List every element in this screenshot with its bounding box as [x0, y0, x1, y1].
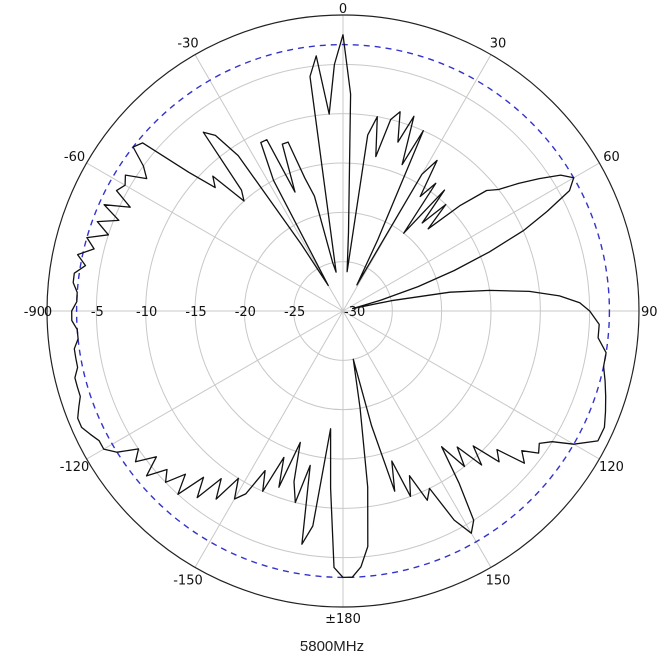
- grid-spoke: [194, 310, 344, 568]
- grid-spoke: [342, 310, 600, 460]
- grid-spoke: [194, 54, 344, 312]
- series-line: [71, 34, 607, 579]
- radial-tick-label: -25: [284, 305, 305, 320]
- angle-tick-label: 30: [490, 37, 507, 52]
- radial-tick-label: -10: [136, 305, 157, 320]
- chart-caption: 5800MHz: [299, 638, 365, 655]
- angle-tick-label: -120: [60, 460, 90, 475]
- angle-tick-label: ±180: [325, 612, 361, 627]
- outer-ring: [46, 14, 640, 608]
- angle-tick-label: 120: [599, 460, 624, 475]
- radial-tick-label: -30: [344, 305, 365, 320]
- angle-tick-label: -60: [64, 150, 85, 165]
- radial-tick-labels: 0 -5 -10 -15 -20 -25 -30: [44, 305, 365, 320]
- grid-spoke: [86, 310, 344, 460]
- angle-tick-label: -150: [173, 573, 203, 588]
- radial-tick-label: 0: [44, 305, 52, 320]
- polar-chart: 0 30 60 90 120 150 ±180 -150 -120 -90 -60 -30 0 -5 -1…: [24, 2, 658, 627]
- angle-grid: [47, 15, 639, 607]
- grid-spoke: [86, 162, 344, 312]
- grid-spoke: [342, 310, 492, 568]
- angle-tick-label: 150: [486, 573, 511, 588]
- angle-tick-label: 60: [603, 150, 620, 165]
- angle-tick-label: -30: [177, 37, 198, 52]
- radial-tick-label: -5: [91, 305, 104, 320]
- angle-tick-label: 90: [641, 305, 658, 320]
- grid-spoke: [342, 162, 600, 312]
- radial-tick-label: -15: [185, 305, 206, 320]
- angle-tick-label: 0: [339, 2, 347, 17]
- radial-tick-label: -20: [235, 305, 256, 320]
- angle-tick-label: -90: [24, 305, 45, 320]
